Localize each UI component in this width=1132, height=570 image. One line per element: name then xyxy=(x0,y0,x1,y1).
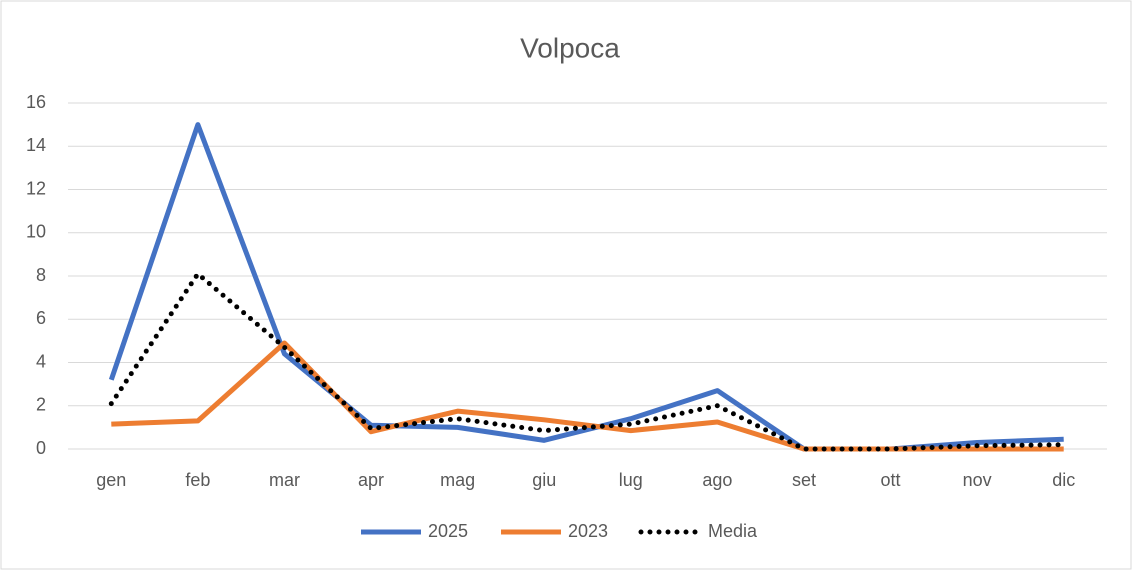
x-tick-label: ott xyxy=(881,470,901,490)
x-tick-label: lug xyxy=(619,470,643,490)
x-tick-label: gen xyxy=(96,470,126,490)
series-line xyxy=(108,271,1067,452)
x-tick-label: mar xyxy=(269,470,300,490)
x-tick-label: dic xyxy=(1052,470,1075,490)
y-tick-label: 8 xyxy=(36,265,46,285)
legend-label: 2023 xyxy=(568,521,608,541)
y-tick-label: 0 xyxy=(36,438,46,458)
x-tick-label: apr xyxy=(358,470,384,490)
x-tick-label: ago xyxy=(702,470,732,490)
x-tick-label: feb xyxy=(185,470,210,490)
y-tick-label: 10 xyxy=(26,222,46,242)
chart-title: Volpoca xyxy=(520,32,620,63)
x-tick-label: giu xyxy=(532,470,556,490)
y-tick-label: 12 xyxy=(26,178,46,198)
y-tick-label: 6 xyxy=(36,308,46,328)
x-tick-label: set xyxy=(792,470,816,490)
y-tick-label: 16 xyxy=(26,92,46,112)
y-tick-label: 14 xyxy=(26,135,46,155)
x-tick-label: nov xyxy=(963,470,992,490)
x-tick-label: mag xyxy=(440,470,475,490)
legend-label: Media xyxy=(708,521,758,541)
y-tick-label: 2 xyxy=(36,395,46,415)
y-tick-label: 4 xyxy=(36,351,46,371)
legend-label: 2025 xyxy=(428,521,468,541)
